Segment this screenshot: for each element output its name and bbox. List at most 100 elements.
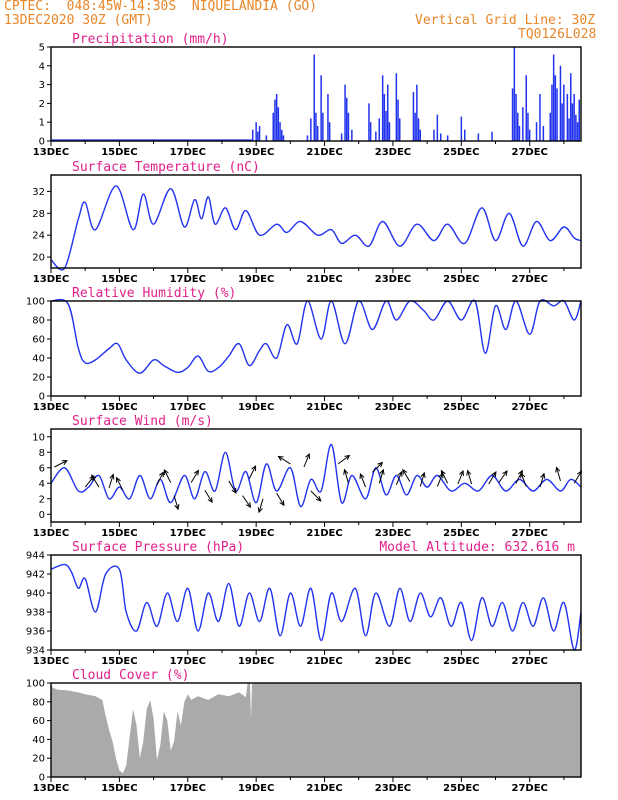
x-tick-label: 27DEC (512, 147, 548, 158)
wind-vector-head (402, 468, 408, 475)
precip-bar (279, 122, 281, 141)
x-tick-label: 13DEC (33, 528, 69, 539)
wind-vector-head (466, 469, 472, 476)
wind-vector (84, 475, 95, 488)
wind-vector (303, 453, 310, 468)
x-tick-label: 25DEC (443, 274, 479, 285)
precip-bar (559, 65, 562, 141)
x-tick-label: 17DEC (170, 528, 206, 539)
precip-bar (528, 129, 531, 141)
precip-bar (252, 129, 254, 141)
wind-vector-head (174, 504, 180, 511)
y-tick-label: 8 (39, 448, 45, 459)
x-tick-label: 27DEC (512, 274, 548, 285)
header-line1-right: Vertical Grid Line: 30Z (415, 13, 596, 28)
y-tick-label: 32 (32, 187, 45, 198)
wind-vector-head (115, 476, 121, 483)
wind-vector-head (459, 469, 464, 477)
x-tick-label: 25DEC (443, 783, 479, 794)
panel-title: Relative Humidity (%) (72, 286, 236, 301)
precip-bar (573, 94, 575, 141)
series-line (50, 185, 582, 271)
wind-vector-head (159, 471, 164, 478)
x-tick-label: 15DEC (101, 402, 137, 413)
precip-bar (257, 131, 259, 141)
wind-vector (173, 495, 179, 510)
wind-vector (258, 498, 264, 513)
wind-vector (337, 455, 350, 465)
precip-bar (554, 75, 557, 141)
precip-bar (395, 73, 398, 141)
wind-vector-head (277, 455, 284, 461)
y-tick-label: 2 (39, 494, 45, 505)
header-line1-left: CPTEC: 048:45W-14:30S NIQUELANDIA (GO) (4, 0, 318, 14)
precip-bar (387, 84, 389, 141)
y-tick-label: 1 (39, 118, 45, 129)
x-tick-label: 25DEC (443, 402, 479, 413)
precip-bar (399, 118, 401, 141)
precip-bar (346, 97, 348, 141)
panel-title: Cloud Cover (%) (72, 668, 189, 683)
precip-bar (436, 114, 439, 141)
precip-bar (347, 112, 350, 141)
wind-vector-head (279, 500, 285, 507)
y-tick-label: 4 (39, 479, 45, 490)
x-tick-label: 27DEC (512, 656, 548, 667)
wind-vector (498, 470, 508, 483)
wind-vector-head (540, 472, 546, 479)
precip-bar (511, 88, 514, 141)
precip-bar (552, 54, 555, 141)
wind-vector-head (91, 474, 97, 481)
wind-vector (419, 472, 425, 487)
panel-title: Precipitation (mm/h) (72, 32, 229, 47)
precip-bar (328, 122, 331, 141)
y-tick-label: 940 (26, 589, 45, 600)
panel-2 (47, 298, 582, 401)
panel-title: Surface Temperature (nC) (72, 160, 260, 175)
panel-frame (50, 682, 582, 778)
precip-bar (315, 112, 317, 141)
precip-bar (258, 126, 261, 141)
x-tick-label: 25DEC (443, 656, 479, 667)
precip-bar (306, 135, 309, 141)
y-tick-label: 0 (39, 392, 45, 403)
wind-vector (378, 469, 384, 484)
precip-bar (535, 122, 538, 141)
series-line (50, 443, 582, 508)
wind-vector-head (163, 468, 169, 476)
wind-vector-head (343, 468, 349, 475)
panel-5 (47, 682, 582, 782)
wind-vector-head (379, 468, 385, 475)
x-tick-label: 15DEC (101, 656, 137, 667)
wind-vector-head (397, 470, 403, 477)
precip-bar (561, 103, 563, 141)
precip-bar (368, 103, 370, 141)
precip-bar (563, 84, 565, 141)
precip-bar (578, 99, 580, 141)
x-tick-label: 13DEC (33, 274, 69, 285)
wind-vector-head (420, 471, 426, 478)
y-tick-label: 80 (32, 697, 45, 708)
y-tick-label: 936 (26, 627, 45, 638)
precip-bar (316, 126, 319, 141)
x-tick-label: 23DEC (375, 147, 411, 158)
panel-title: Surface Wind (m/s) (72, 414, 213, 429)
precip-bar (571, 103, 574, 141)
precip-bar (275, 94, 278, 141)
precip-bar (566, 94, 569, 141)
y-tick-label: 0 (39, 510, 45, 521)
wind-vector (402, 469, 411, 482)
precip-bar (310, 118, 312, 141)
wind-vector (556, 467, 561, 482)
precip-bar (446, 135, 449, 141)
wind-vector-head (231, 487, 237, 494)
wind-vector (372, 462, 383, 473)
x-tick-label: 13DEC (33, 656, 69, 667)
precip-bar (464, 129, 466, 141)
cloud-area (51, 683, 581, 777)
wind-vector-head (555, 466, 561, 473)
precip-bar (513, 47, 516, 141)
precip-bar (417, 118, 420, 141)
precip-bar (274, 99, 276, 141)
